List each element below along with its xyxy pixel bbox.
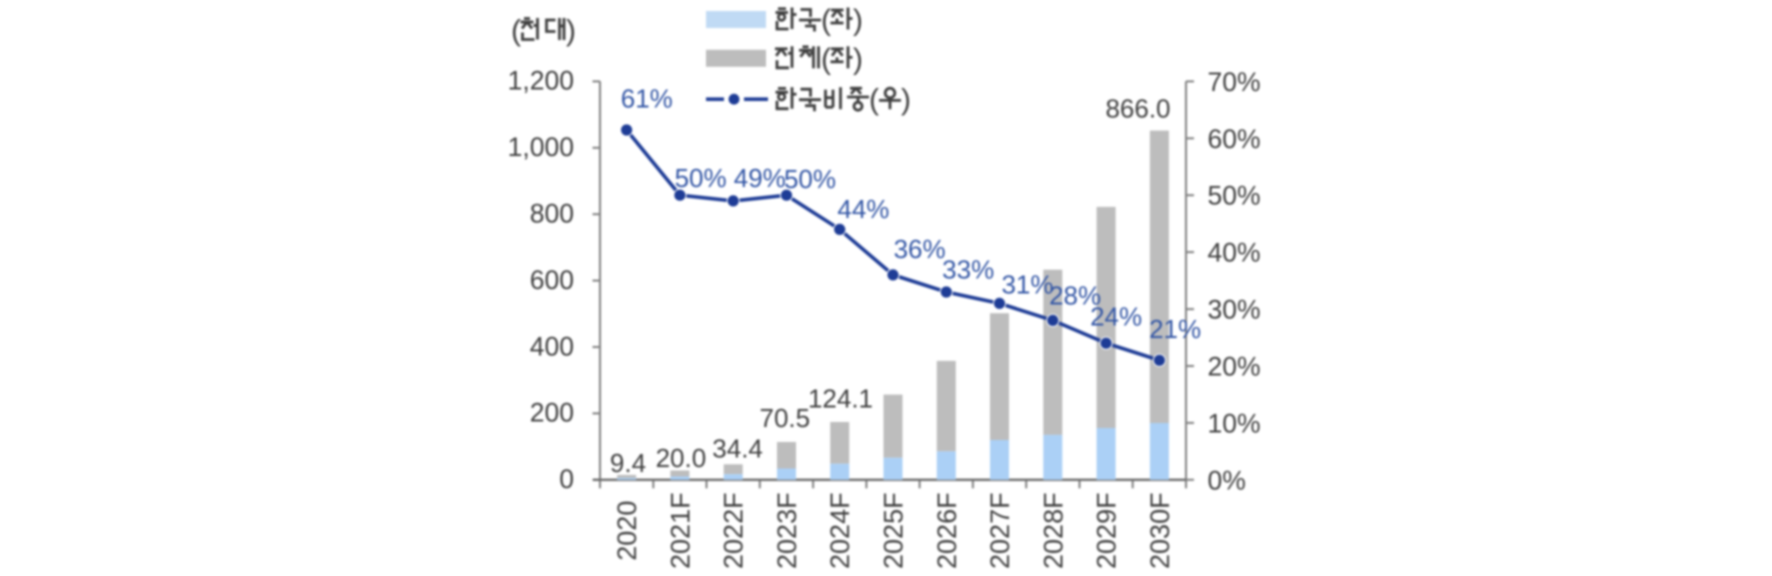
svg-text:400: 400 [530, 331, 574, 361]
svg-text:866.0: 866.0 [1105, 94, 1170, 124]
svg-text:0%: 0% [1208, 465, 1246, 495]
svg-text:2021F: 2021F [665, 492, 695, 569]
svg-text:2020: 2020 [612, 501, 642, 561]
svg-text:21%: 21% [1149, 314, 1201, 344]
svg-text:2026F: 2026F [932, 492, 962, 569]
svg-text:124.1: 124.1 [808, 383, 873, 413]
svg-text:10%: 10% [1208, 408, 1261, 438]
svg-text:20.0: 20.0 [656, 443, 707, 473]
svg-text:44%: 44% [837, 194, 889, 224]
svg-text:2030F: 2030F [1145, 492, 1175, 569]
svg-text:1,000: 1,000 [508, 132, 574, 162]
svg-text:2028F: 2028F [1038, 492, 1068, 569]
svg-text:9.4: 9.4 [610, 448, 646, 478]
svg-text:(: ( [821, 43, 831, 76]
svg-text:600: 600 [530, 265, 574, 295]
svg-text:2023F: 2023F [772, 492, 802, 569]
svg-text:31%: 31% [1001, 270, 1053, 300]
svg-text:2027F: 2027F [985, 492, 1015, 569]
svg-text:34.4: 34.4 [712, 433, 763, 463]
svg-text:1,200: 1,200 [508, 66, 574, 96]
svg-text:(: ( [821, 4, 831, 37]
svg-text:28%: 28% [1049, 281, 1101, 311]
svg-text:61%: 61% [621, 84, 673, 114]
svg-text:2022F: 2022F [719, 492, 749, 569]
svg-text:50%: 50% [1208, 181, 1261, 211]
svg-text:36%: 36% [894, 234, 946, 264]
svg-text:2029F: 2029F [1092, 492, 1122, 569]
svg-text:30%: 30% [1208, 295, 1261, 325]
svg-text:50%: 50% [784, 164, 836, 194]
svg-text:70.5: 70.5 [759, 403, 810, 433]
svg-text:20%: 20% [1208, 352, 1261, 382]
svg-text:0: 0 [559, 464, 574, 494]
svg-text:): ) [853, 4, 863, 37]
svg-text:(: ( [869, 84, 879, 117]
svg-text:200: 200 [530, 398, 574, 428]
svg-text:33%: 33% [942, 254, 994, 284]
svg-text:49%: 49% [734, 163, 786, 193]
svg-text:): ) [566, 15, 576, 48]
svg-text:800: 800 [530, 199, 574, 229]
svg-text:24%: 24% [1090, 302, 1142, 332]
svg-text:2024F: 2024F [825, 492, 855, 569]
svg-text:(: ( [511, 15, 521, 48]
svg-text:70%: 70% [1208, 67, 1261, 97]
svg-text:): ) [901, 84, 911, 117]
svg-text:60%: 60% [1208, 124, 1261, 154]
svg-text:): ) [853, 43, 863, 76]
svg-text:2025F: 2025F [879, 492, 909, 569]
svg-text:50%: 50% [675, 163, 727, 193]
svg-text:40%: 40% [1208, 238, 1261, 268]
